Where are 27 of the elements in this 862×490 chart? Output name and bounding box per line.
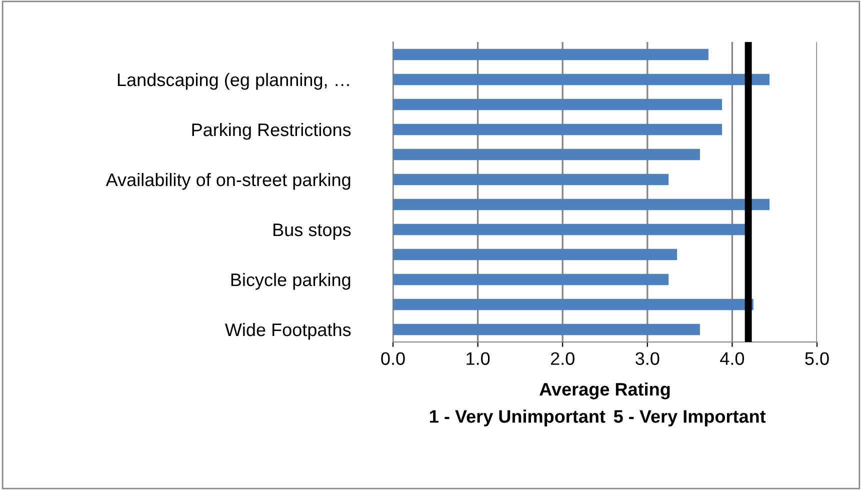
bar [393,198,770,210]
bar [393,48,708,60]
bar [393,98,722,110]
x-tick-label: 4.0 [720,352,744,365]
bar [393,174,669,186]
x-tick-label: 1.0 [466,352,490,365]
text: 1 - Very Unimportant [430,410,606,426]
bar [393,224,746,236]
y-tick-label: Landscaping (eg planning, … [118,72,349,90]
y-tick-label: Bus stops [274,224,351,240]
x-tick-label: 2.0 [550,352,574,365]
bar [393,248,678,260]
x-tick-label: 3.0 [636,352,660,365]
bar [393,274,669,286]
y-tick-label: Wide Footpaths [224,322,351,340]
y-tick-label: Bicycle parking [231,272,350,290]
y-tick-label: Availability of on-street parking [106,172,350,190]
x-axis-title: Average Rating [540,382,670,400]
text: 5 - Very Important [614,410,766,426]
bar [393,148,700,160]
y-tick-label: Parking Restrictions [192,122,351,140]
bar [393,74,770,86]
bar [393,124,722,136]
bar [393,298,754,310]
bar [393,324,700,336]
x-tick-label: 5.0 [805,352,829,365]
x-tick-label: 0.0 [381,352,405,365]
